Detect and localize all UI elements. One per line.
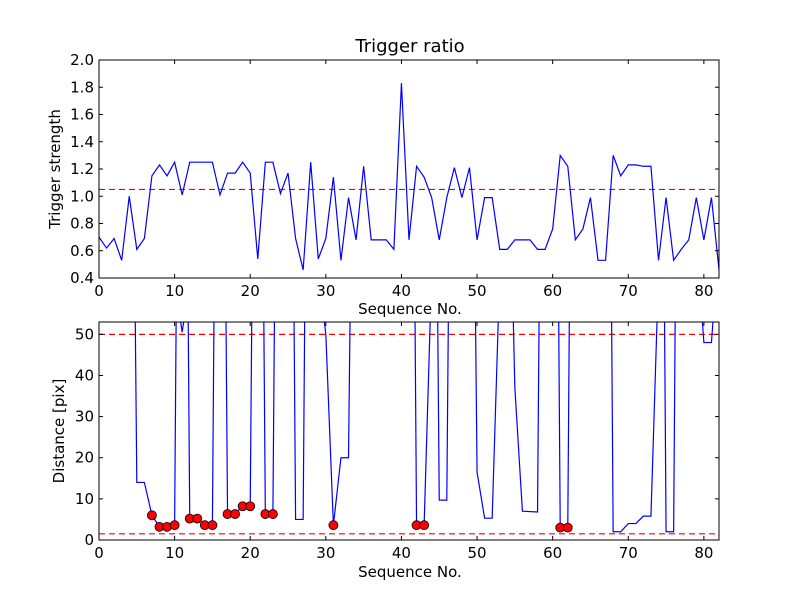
y-tick-label: 40: [75, 366, 94, 384]
data-point-marker: [192, 513, 203, 524]
y-tick-label: 2.0: [70, 51, 94, 69]
x-tick-label: 10: [165, 544, 184, 562]
data-point-marker: [207, 520, 218, 531]
x-tick-label: 30: [316, 282, 335, 300]
x-tick-label: 30: [316, 544, 335, 562]
x-tick-label: 20: [241, 544, 260, 562]
data-point-marker: [268, 509, 278, 519]
y-tick-label: 30: [75, 408, 94, 426]
data-point-marker: [419, 520, 430, 531]
y-tick-label: 1.6: [70, 106, 94, 124]
x-tick-label: 70: [619, 282, 638, 300]
x-tick-label: 0: [94, 544, 104, 562]
top-y-ticks: 0.4 0.6 0.8 1.0 1.2 1.4 1.6 1.8 2.0: [70, 51, 719, 287]
x-tick-label: 50: [468, 544, 487, 562]
series-line: [225, 322, 253, 515]
y-tick-label: 0: [84, 531, 94, 549]
x-tick-label: 40: [392, 282, 411, 300]
data-point-marker: [245, 501, 256, 512]
bottom-y-axis-label: Distance [pix]: [50, 379, 68, 484]
x-tick-label: 40: [392, 544, 411, 562]
x-tick-label: 50: [468, 282, 487, 300]
series-line: [437, 322, 449, 501]
distance-chart: 0 10 20 30 40 50 60 70 80 0 10 20 30 40 50 Sequence N…: [50, 321, 720, 581]
x-tick-label: 80: [694, 282, 713, 300]
x-tick-label: 10: [165, 282, 184, 300]
data-point-marker: [147, 510, 157, 521]
y-tick-label: 1.8: [70, 78, 94, 96]
top-x-axis-label: Sequence No.: [358, 300, 462, 318]
x-tick-label: 70: [619, 544, 638, 562]
chart-title: Trigger ratio: [354, 36, 464, 57]
series-line: [512, 322, 540, 513]
series-line: [663, 322, 676, 533]
series-line: [611, 322, 658, 533]
top-y-axis-label: Trigger strength: [46, 109, 64, 230]
bottom-plot-area: [99, 322, 719, 535]
top-x-ticks: 0 10 20 30 40 50 60 70 80: [94, 60, 713, 300]
data-point-marker: [169, 520, 180, 531]
series-line: [99, 83, 719, 270]
series-line: [293, 322, 306, 521]
x-tick-label: 60: [543, 544, 562, 562]
y-tick-label: 10: [75, 490, 94, 508]
top-plot-area: [99, 83, 719, 270]
series-line: [323, 322, 351, 526]
bottom-y-ticks: 0 10 20 30 40 50: [75, 325, 719, 549]
x-tick-label: 80: [694, 544, 713, 562]
y-tick-label: 0.4: [70, 269, 94, 287]
data-point-marker: [562, 522, 573, 533]
x-tick-label: 0: [94, 282, 104, 300]
y-tick-label: 1.0: [70, 187, 94, 205]
bottom-x-axis-label: Sequence No.: [358, 563, 462, 581]
y-tick-label: 0.6: [70, 242, 94, 260]
data-point-marker: [230, 509, 240, 519]
data-point-marker: [328, 520, 339, 531]
x-tick-label: 60: [543, 282, 562, 300]
bottom-x-ticks: 0 10 20 30 40 50 60 70 80: [94, 322, 713, 562]
bottom-axes-frame: [98, 321, 720, 541]
y-tick-label: 50: [75, 325, 94, 343]
series-line: [187, 322, 215, 526]
series-line: [701, 322, 714, 344]
x-tick-label: 20: [241, 282, 260, 300]
trigger-ratio-chart: Trigger ratio 0 10 20 30 40 50 60 70 80 0.40.60.…: [46, 36, 720, 318]
y-tick-label: 0.8: [70, 215, 94, 233]
series-line: [180, 322, 185, 333]
y-tick-label: 1.2: [70, 160, 94, 178]
y-tick-label: 1.4: [70, 133, 94, 151]
y-tick-label: 20: [75, 449, 94, 467]
series-line: [474, 322, 499, 519]
